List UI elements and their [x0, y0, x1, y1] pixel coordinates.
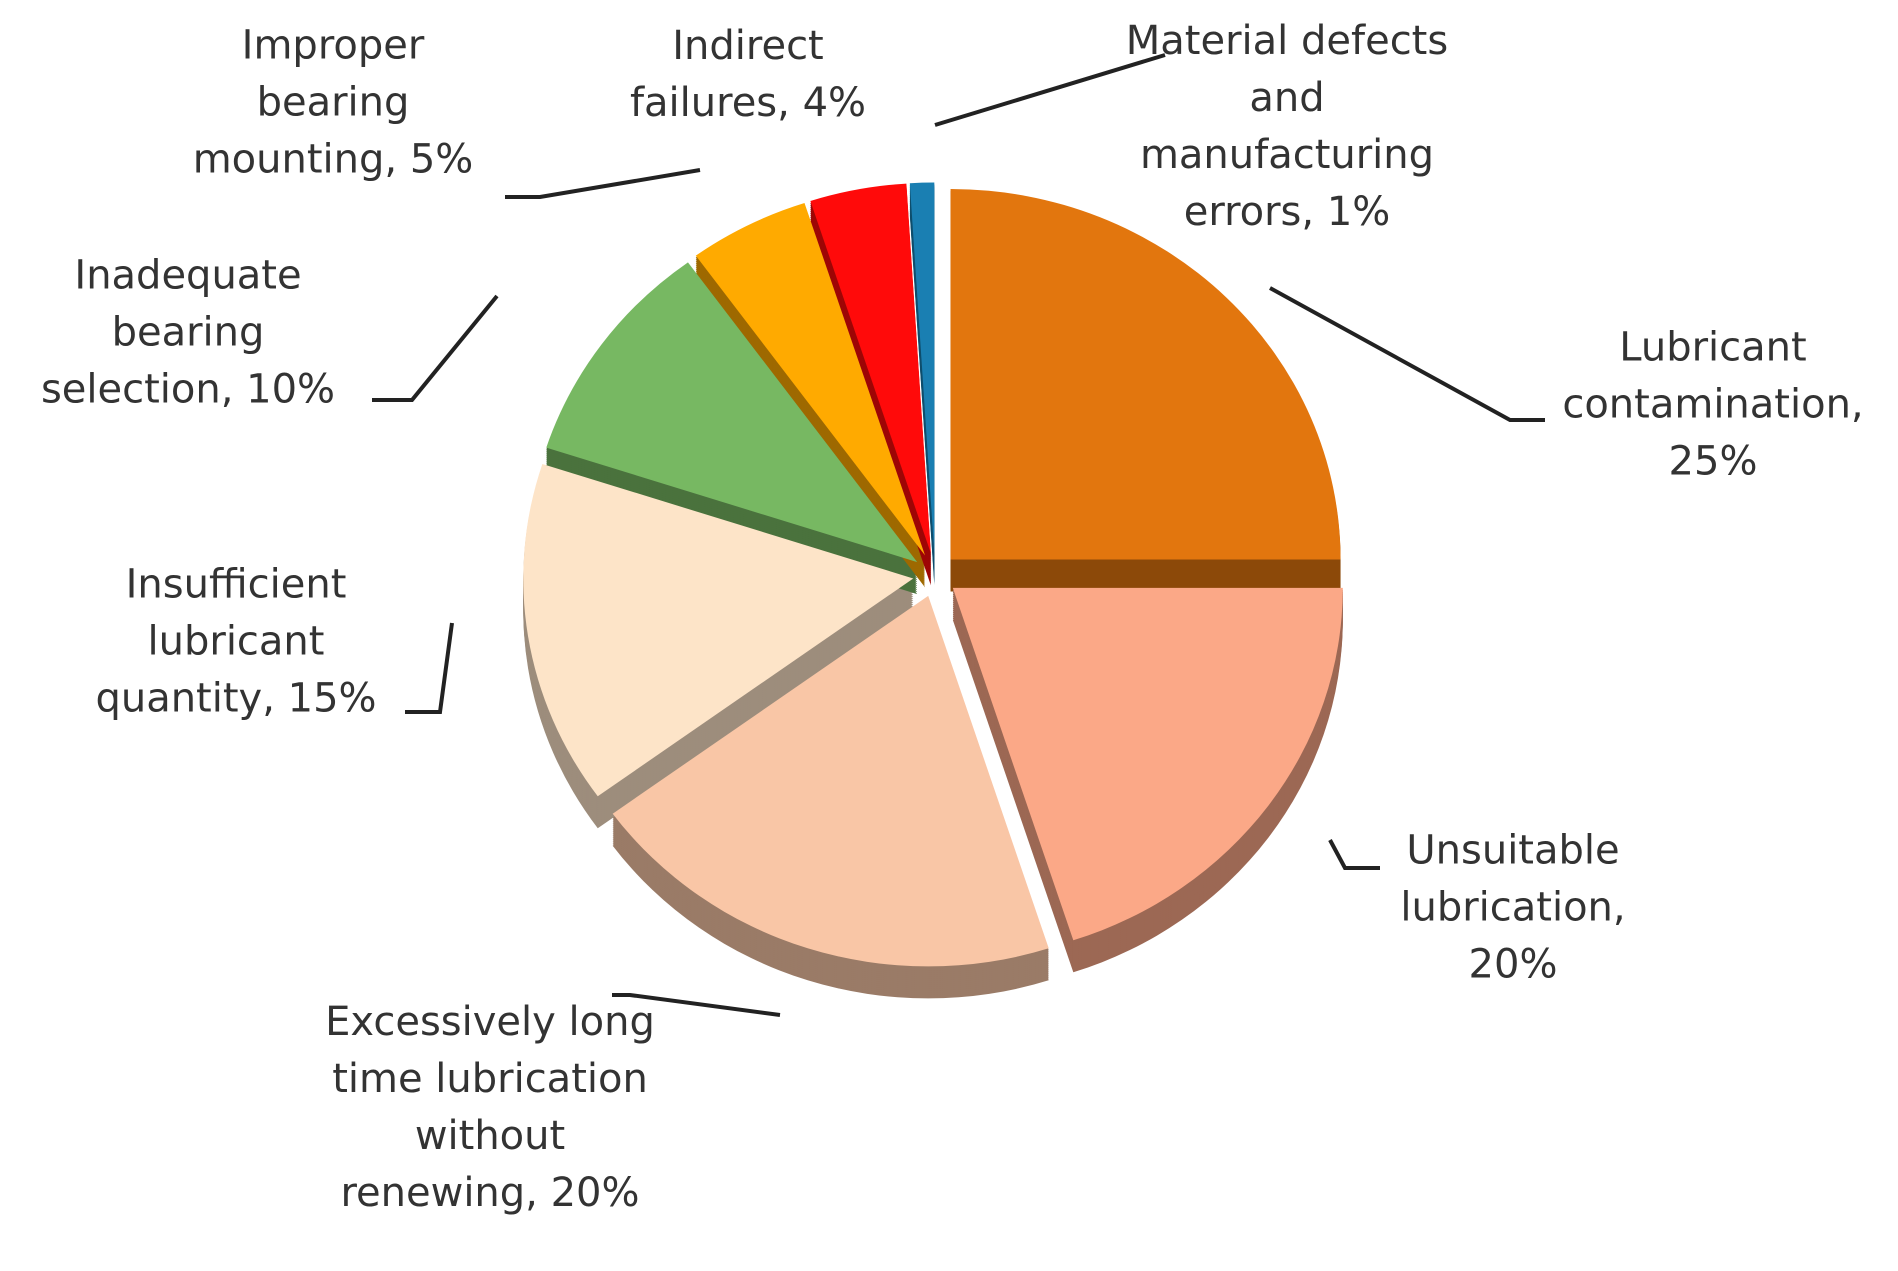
slice — [523, 463, 914, 797]
data-label: Inadequate bearing selection, 10% — [40, 252, 336, 413]
slice — [950, 188, 1341, 560]
data-label: Indirect failures, 4% — [629, 23, 867, 126]
slice — [909, 182, 935, 554]
data-label: Excessively long time lubrication withou… — [325, 999, 655, 1216]
data-label: Lubricant contamination, 25% — [1562, 324, 1864, 485]
data-label: Unsuitable lubrication, 20% — [1400, 827, 1626, 988]
leader-lines — [372, 53, 1545, 1017]
slice — [695, 203, 926, 556]
data-label: Insufficient lubricant quantity, 15% — [95, 561, 377, 722]
slice — [546, 262, 918, 563]
slice — [810, 183, 931, 554]
data-label: Material defects and manufacturing error… — [1125, 18, 1449, 235]
slice — [612, 595, 1049, 967]
data-label: Improper bearing mounting, 5% — [192, 22, 474, 183]
slice — [952, 587, 1343, 941]
